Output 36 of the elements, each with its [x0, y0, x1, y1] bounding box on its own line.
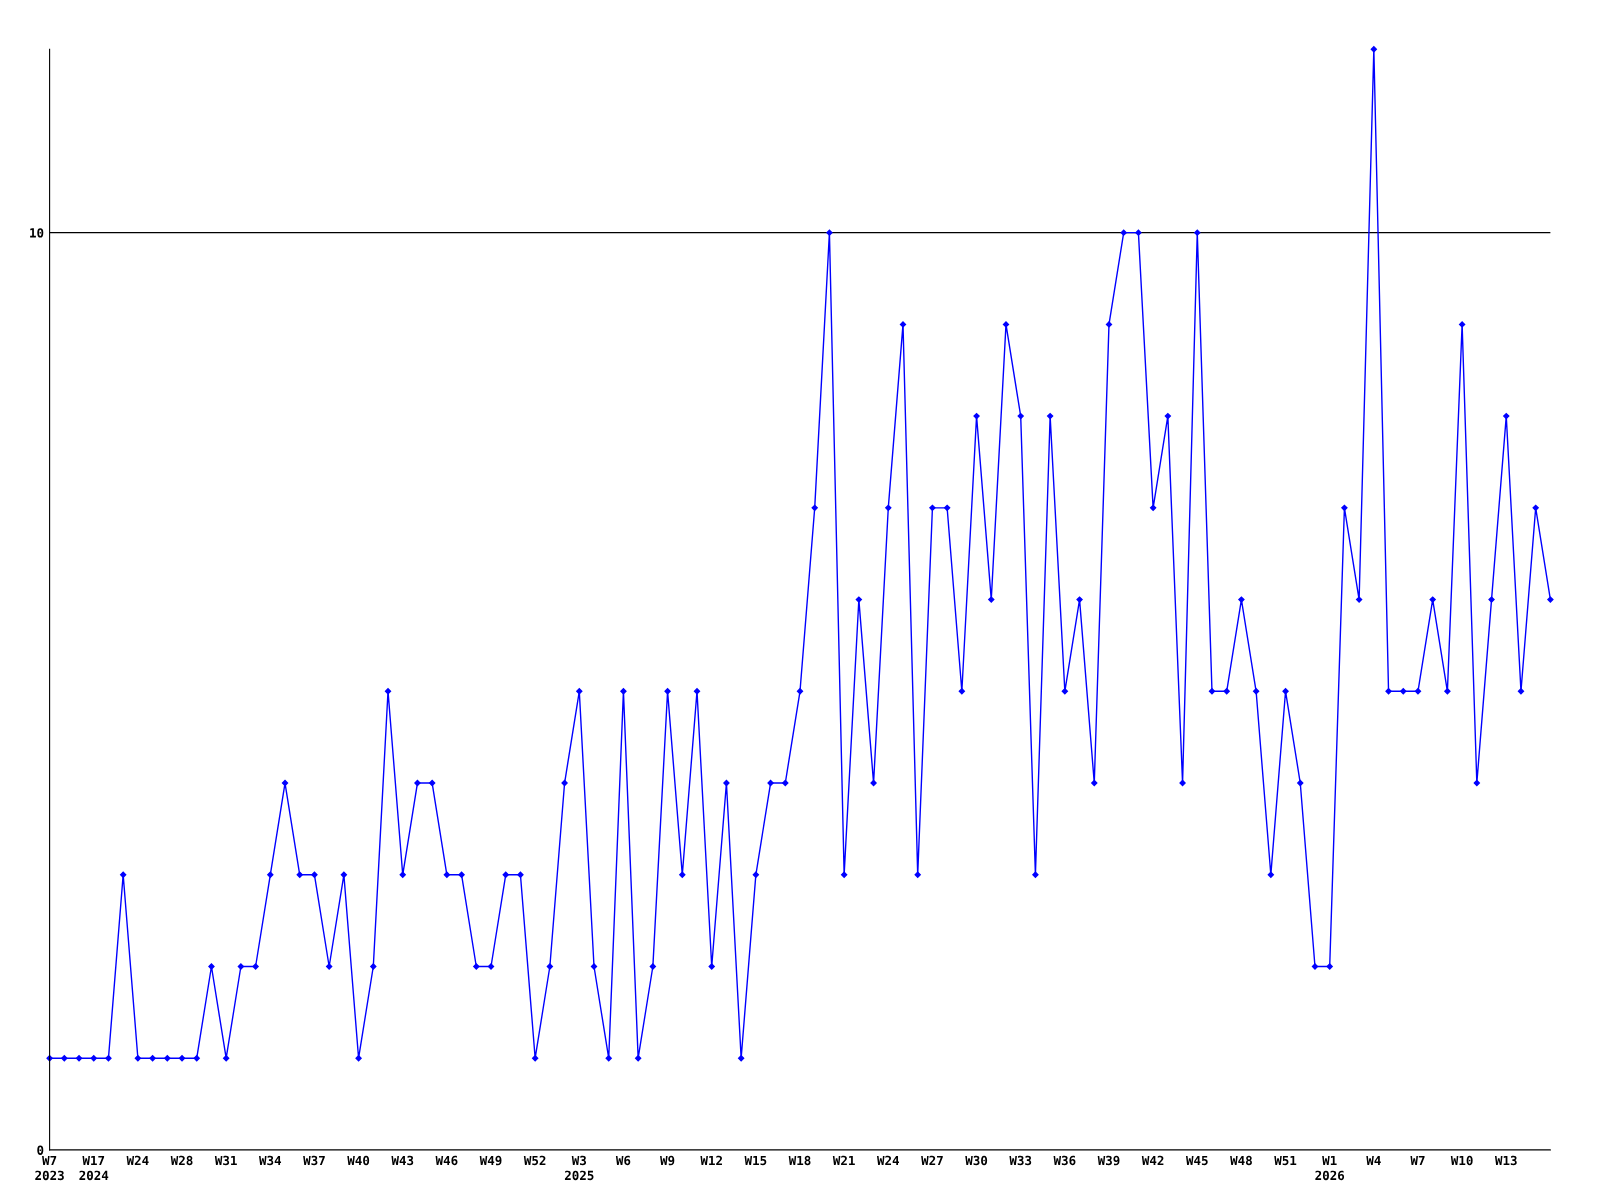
x-tick-label: W39	[1097, 1155, 1120, 1166]
x-tick-label: W52	[523, 1155, 546, 1166]
x-tick-label: W13	[1494, 1155, 1517, 1166]
x-tick-label: W6	[615, 1155, 631, 1166]
x-tick-label: W40	[347, 1155, 370, 1166]
x-tick-label: W31	[214, 1155, 237, 1166]
x-tick-label: W17 2024	[79, 1155, 109, 1181]
x-tick-label: W27	[921, 1155, 943, 1166]
x-tick-label: W45	[1185, 1155, 1208, 1166]
x-tick-label: W4	[1366, 1155, 1381, 1166]
x-tick-label: W15	[744, 1155, 767, 1166]
x-tick-label: W10	[1450, 1155, 1473, 1166]
x-tick-label: W7	[1410, 1155, 1425, 1166]
x-tick-label: W46	[435, 1155, 458, 1166]
x-tick-label: W3 2025	[564, 1155, 594, 1181]
x-tick-label: W37	[303, 1155, 325, 1166]
x-tick-label: W42	[1141, 1155, 1164, 1166]
x-tick-label: W30	[965, 1155, 988, 1166]
y-tick-label: 10	[30, 228, 44, 238]
x-tick-label: W49	[479, 1155, 502, 1166]
x-tick-label: W28	[170, 1155, 193, 1166]
x-tick-label: W24	[126, 1155, 149, 1166]
x-tick-label: W18	[788, 1155, 811, 1166]
y-tick-label: 0	[37, 1145, 44, 1155]
x-tick-label: W34	[259, 1155, 282, 1166]
x-tick-label: W51	[1274, 1155, 1297, 1166]
x-tick-label: W36	[1053, 1155, 1076, 1166]
x-tick-label: W7 2023	[35, 1155, 64, 1181]
x-tick-label: W9	[660, 1155, 675, 1166]
x-tick-label: W12	[700, 1155, 722, 1166]
x-tick-label: W1 2026	[1315, 1155, 1345, 1181]
x-tick-label: W21	[832, 1155, 855, 1166]
x-tick-label: W24	[876, 1155, 900, 1166]
x-tick-label: W43	[391, 1155, 414, 1166]
x-tick-label: W33	[1009, 1155, 1032, 1166]
x-tick-label: W48	[1230, 1155, 1252, 1166]
